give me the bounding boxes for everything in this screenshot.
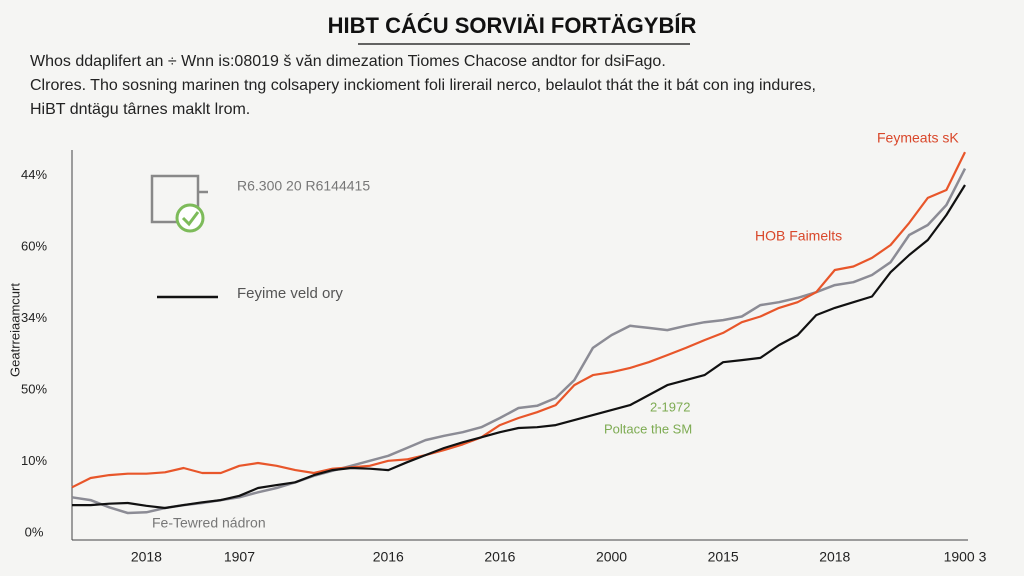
x-tick-label: 1907 <box>224 549 255 565</box>
icon-check-circle <box>175 203 205 233</box>
icon-box <box>150 174 200 224</box>
y-tick-label: 44% <box>21 167 47 182</box>
annotation: Poltace the SM <box>604 421 692 436</box>
y-tick-label: 50% <box>21 382 47 397</box>
chart-title: HIBT CÁĆU SORVIÄI FORTÄGYBÍR <box>328 13 697 38</box>
subtitle-line: Whos ddaplifert an ÷ Wnn is:08019 š văn … <box>30 53 666 70</box>
subtitle-line: HiBT dntägu târnes maklt lrom. <box>30 101 250 118</box>
series-label: Fe-Tewred nádron <box>152 515 266 531</box>
y-tick-label: 10% <box>21 453 47 468</box>
series-label: Feymeats sK <box>877 130 959 146</box>
y-axis-label: Geatrreiaamcurt <box>7 283 22 377</box>
series-line <box>71 151 966 489</box>
annotation: R6.300 20 R6144415 <box>237 178 370 194</box>
x-tick-label: 2015 <box>708 549 739 565</box>
series-line <box>71 168 967 515</box>
legend-label: Feyime veld ory <box>237 285 343 302</box>
x-tick-label: 1900 3 <box>944 549 987 565</box>
x-tick-label: 2016 <box>484 549 515 565</box>
y-tick-label: 60% <box>21 239 47 254</box>
x-tick-label: 2000 <box>596 549 627 565</box>
x-tick-label: 2016 <box>373 549 404 565</box>
annotation: 2-1972 <box>650 399 690 414</box>
y-tick-label: 0% <box>25 524 44 539</box>
y-tick-label: 34% <box>21 310 47 325</box>
x-tick-label: 2018 <box>819 549 850 565</box>
subtitle-line: Clrores. Tho sosning marinen tng colsape… <box>30 77 816 94</box>
x-tick-label: 2018 <box>131 549 162 565</box>
series-line <box>72 184 966 510</box>
icon-check <box>181 211 200 227</box>
annotation: HOB Faimelts <box>755 228 842 244</box>
